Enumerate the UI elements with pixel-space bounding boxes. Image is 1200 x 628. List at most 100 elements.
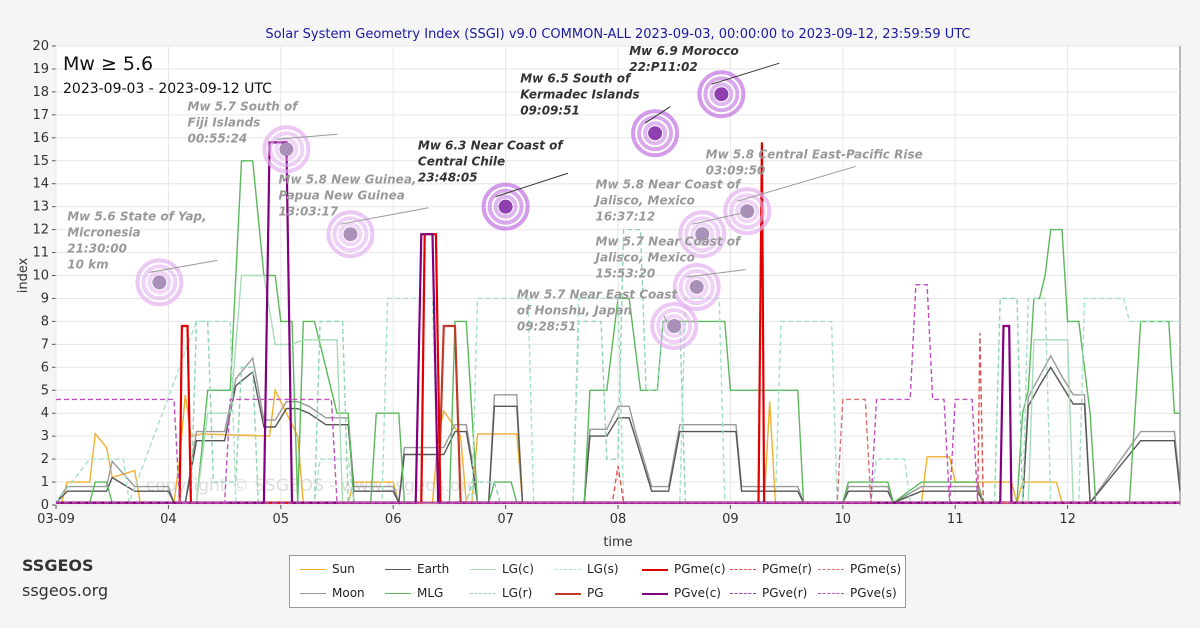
legend-label: PGme(s)	[850, 562, 902, 576]
legend-swatch	[730, 569, 756, 570]
x-tick-label: 06	[385, 512, 402, 527]
quake-ring	[487, 188, 524, 225]
legend-item: MLG	[385, 586, 443, 600]
legend-label: LG(s)	[587, 562, 619, 576]
brand-site: ssgeos.org	[22, 581, 109, 600]
x-tick-label: 10	[835, 512, 852, 527]
quake-ring	[678, 268, 715, 305]
quake-center	[279, 142, 294, 157]
quake-label: Mw 5.8 Near Coast of	[596, 177, 742, 191]
quake-label: Mw 5.7 Near East Coast	[517, 287, 679, 301]
quake-ring	[656, 307, 693, 344]
quake-ring	[684, 216, 721, 253]
quake-label: 10 km	[67, 257, 108, 271]
quake-ring	[135, 258, 184, 307]
quake-center	[714, 87, 729, 102]
quake-label: Mw 5.7 Near Coast of	[596, 235, 742, 249]
y-tick-label: 0	[41, 498, 49, 513]
quake-ring	[141, 264, 178, 301]
legend-item: LG(s)	[555, 562, 619, 576]
quake-label: Jalisco, Mexico	[594, 193, 695, 207]
quake-ring	[338, 222, 363, 247]
quake-ring	[662, 313, 687, 338]
quake-ring	[262, 125, 311, 174]
quake-label: Fiji Islands	[188, 115, 261, 129]
quake-ring	[735, 199, 760, 224]
quake-ring	[690, 222, 715, 247]
quake-label: 15:53:20	[596, 267, 656, 281]
quake-ring	[672, 262, 721, 311]
quake-center	[689, 279, 704, 294]
x-tick-label: 04	[160, 512, 177, 527]
quake-ring	[268, 131, 305, 168]
y-tick-label: 19	[32, 62, 49, 77]
quake-leader	[737, 165, 856, 202]
quake-label: 21:30:00	[67, 241, 127, 255]
quake-ring	[709, 82, 734, 107]
legend-item: LG(c)	[470, 562, 534, 576]
y-tick-label: 15	[32, 154, 49, 169]
legend-item: PGve(s)	[818, 586, 897, 600]
quake-label: Mw 5.8 Central East-Pacific Rise	[706, 147, 923, 161]
quake-center	[498, 199, 513, 214]
quake-label: Mw 5.6 State of Yap,	[67, 209, 206, 223]
quake-label: Mw 6.5 South of	[520, 72, 632, 86]
quake-ring	[678, 210, 727, 259]
quake-marker	[326, 210, 375, 259]
x-tick-label: 12	[1059, 512, 1076, 527]
x-tick-label: 07	[497, 512, 514, 527]
quake-center	[152, 275, 167, 290]
y-tick-label: 9	[41, 291, 49, 306]
quake-label: Micronesia	[67, 225, 140, 239]
quake-center	[648, 126, 663, 141]
brand-name: SSGEOS	[22, 556, 94, 575]
quake-label: Mw 5.8 New Guinea,	[279, 173, 417, 187]
chart-title: Solar System Geometry Index (SSGI) v9.0 …	[265, 27, 970, 42]
quake-label: 09:09:51	[520, 104, 580, 118]
quake-center	[740, 204, 755, 219]
series-mlg	[56, 160, 1180, 504]
quake-marker	[481, 182, 530, 231]
legend-item: PGme(s)	[818, 562, 901, 576]
y-axis-label: index	[16, 257, 31, 293]
y-tick-label: 10	[32, 269, 49, 284]
y-tick-label: 17	[32, 108, 49, 123]
quake-label: Central Chile	[418, 154, 505, 168]
quake-label: 22:P11:02	[629, 60, 698, 74]
legend-label: PGve(r)	[762, 586, 808, 600]
y-tick-label: 11	[32, 246, 49, 261]
y-tick-label: 1	[41, 475, 49, 490]
legend-swatch	[555, 592, 581, 595]
y-tick-label: 6	[41, 360, 49, 375]
quake-ring	[729, 193, 766, 230]
quake-marker	[650, 301, 699, 350]
legend-label: PGme(r)	[762, 562, 812, 576]
quake-ring	[650, 301, 699, 350]
legend-item: PGme(r)	[730, 562, 812, 576]
quake-marker	[723, 187, 772, 236]
series-lg-c-	[56, 274, 1180, 504]
quake-marker	[135, 258, 184, 307]
inset-title: Mw ≥ 5.6	[63, 53, 153, 75]
quake-ring	[274, 137, 299, 162]
chart-legend: Sun Earth LG(c) LG(s) PGme(c) PGme(r) PGme(s) M…	[289, 555, 906, 608]
y-tick-label: 5	[41, 383, 49, 398]
quake-label: Kermadec Islands	[520, 88, 639, 102]
legend-swatch	[642, 568, 668, 571]
quake-label: 13:03:17	[279, 205, 339, 219]
quake-marker	[631, 109, 680, 158]
quake-ring	[703, 76, 740, 113]
y-tick-label: 3	[41, 429, 49, 444]
legend-swatch	[555, 569, 581, 570]
legend-label: MLG	[417, 586, 444, 600]
legend-item: Moon	[300, 586, 365, 600]
quake-leader	[663, 315, 668, 323]
series-pgve-s-	[56, 284, 1180, 504]
x-tick-label: 09	[722, 512, 739, 527]
quake-marker	[262, 125, 311, 174]
y-tick-label: 2	[41, 452, 49, 467]
quake-ring	[684, 274, 709, 299]
quake-label: Mw 6.9 Morocco	[629, 44, 738, 58]
